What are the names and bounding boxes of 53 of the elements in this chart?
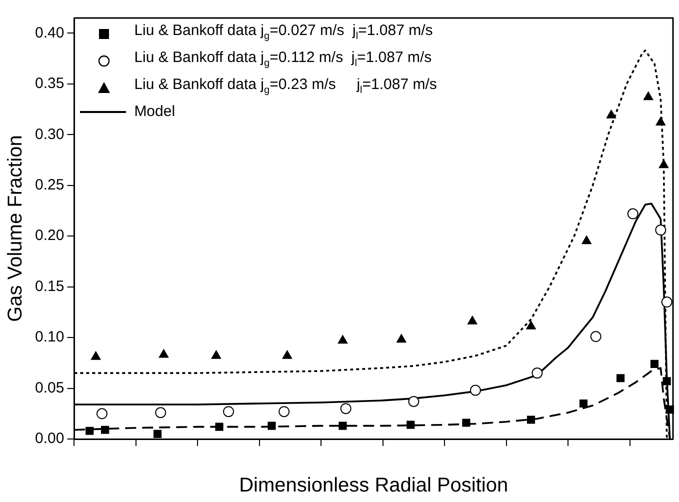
y-axis-title: Gas Volume Fraction (4, 135, 27, 322)
point (154, 430, 162, 438)
point (650, 360, 659, 368)
point (590, 331, 602, 342)
legend-label: Model (134, 102, 176, 122)
point (526, 416, 536, 424)
point (278, 406, 290, 418)
y-tick-label: 0.05 (34, 379, 64, 396)
y-tick-label: 0.25 (34, 176, 64, 194)
y-tick-label: 0.15 (34, 278, 64, 295)
legend-label: Liu & Bankoff data j$_{g}$=0.112 m/s j$_{l}$=1.087 m/s (134, 48, 432, 71)
point (470, 384, 481, 396)
y-tick-label: 0.10 (34, 328, 64, 346)
x-axis-title: Dimensionless Radial Position (239, 474, 508, 497)
legend-label: Liu & Bankoff data j$_{g}$=0.23 m/s j$_{l}$=1.087 m/s (134, 75, 437, 98)
point (662, 377, 671, 386)
y-tick-label: 0.20 (34, 227, 64, 244)
point (282, 350, 292, 359)
point (338, 422, 347, 430)
point (86, 426, 94, 435)
point (616, 374, 625, 382)
point (655, 224, 666, 236)
y-tick-label: 0.40 (34, 24, 64, 42)
point (606, 110, 616, 118)
point (658, 160, 669, 168)
point (408, 396, 420, 407)
y-tick-label: 0.35 (34, 75, 64, 92)
point (406, 420, 415, 429)
legend-label: Liu & Bankoff data j$_{g}$=0.027 m/s j$_{l}$=1.087 m/s (134, 21, 433, 44)
point (96, 408, 108, 420)
point (661, 296, 672, 308)
point (526, 320, 536, 330)
point (462, 418, 470, 427)
point (338, 335, 348, 344)
point (396, 334, 406, 343)
point (223, 406, 234, 418)
point (211, 350, 222, 359)
point (643, 92, 654, 100)
point (155, 407, 166, 418)
point (101, 426, 110, 434)
y-tick-label: 0.30 (34, 126, 64, 143)
point (468, 316, 478, 324)
point (579, 399, 588, 408)
point (582, 236, 592, 244)
point (656, 116, 666, 126)
point (532, 368, 543, 379)
point (268, 422, 276, 430)
point (90, 351, 101, 360)
point (158, 349, 169, 358)
y-tick-label: 0.00 (34, 430, 64, 448)
point (627, 208, 638, 220)
point (215, 422, 224, 431)
point (340, 403, 352, 414)
